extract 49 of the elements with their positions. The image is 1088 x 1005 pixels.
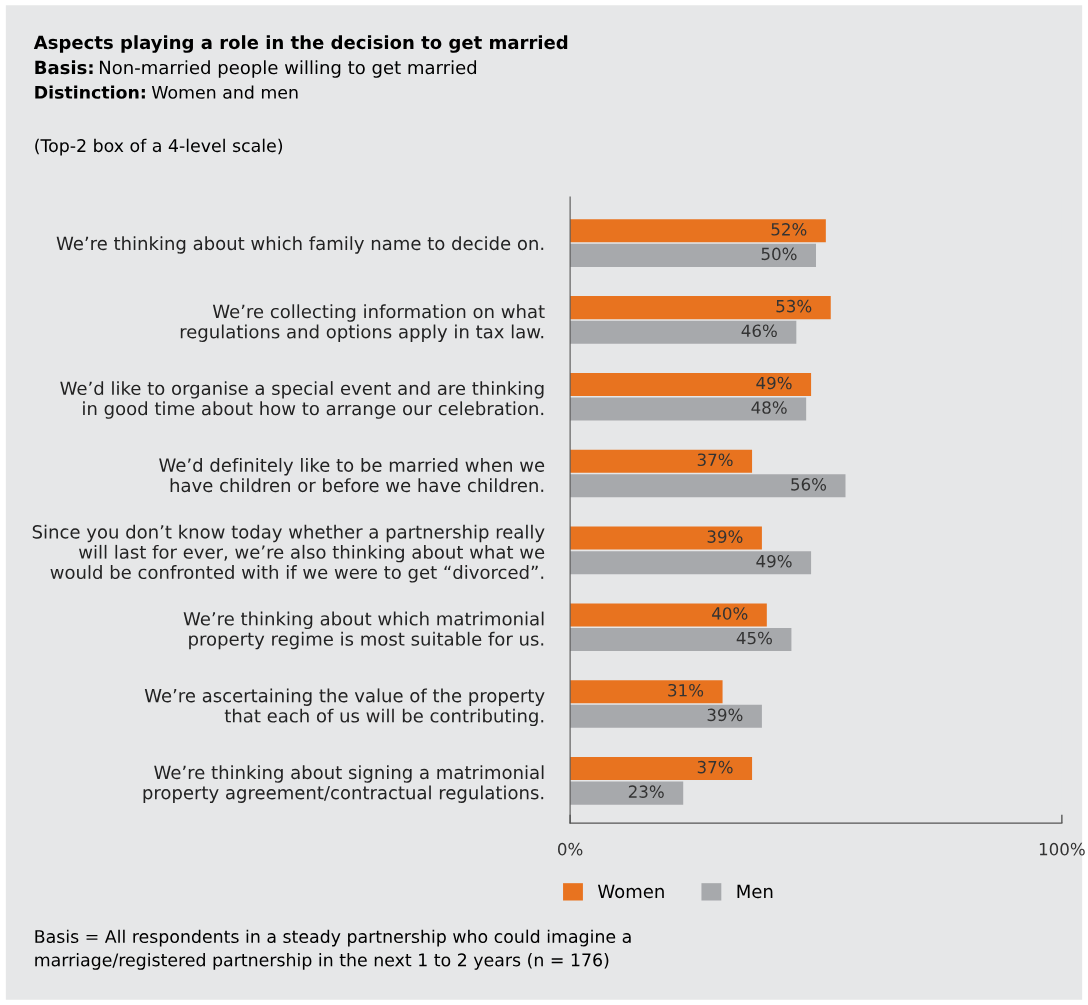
y-tick-label: We’re ascertaining the value of the property that each of us will be contributing. [144, 688, 545, 727]
bar [570, 704, 762, 728]
bar [570, 296, 831, 320]
bar [570, 243, 816, 267]
data-label: 53% [776, 299, 812, 313]
bar [570, 397, 807, 421]
bar [570, 680, 723, 704]
data-label: 49% [756, 376, 792, 390]
bar [570, 757, 753, 781]
bar [570, 320, 797, 344]
data-label: 40% [712, 607, 748, 620]
bar [570, 627, 792, 652]
data-label: 46% [741, 324, 777, 338]
text: Aspects playing a role in the decision to get married [33, 35, 568, 53]
x-tick-label: 100% [1039, 842, 1085, 856]
bar [570, 449, 753, 473]
y-tick-label: We’re collecting information on what regulations and options apply in tax law. [180, 304, 545, 342]
data-label: 49% [756, 554, 792, 568]
data-label: 50% [761, 247, 797, 261]
y-tick-label: Since you don’t know today whether a partnership really will last for ever, we’re also thinking about what we would be confronted with if we were to get “divorced”. [32, 524, 545, 583]
data-label: 48% [751, 401, 787, 414]
text: Basis: Non-married people willing to get married [35, 60, 477, 78]
y-tick-label: We’re thinking about which matrimonial property regime is most suitable for us. [183, 611, 544, 650]
text: Distinction: Women and men [35, 85, 298, 99]
text: (Top-2 box of a 4-level scale) [35, 138, 283, 156]
data-label: 56% [791, 478, 827, 491]
text: Basis = All respondents in a steady partnership who could imagine a marriage/registered partnership in the next 1 to 2 years (n = 176) [35, 929, 631, 970]
y-tick-label: We’d like to organise a special event and are thinking in good time about how to arrange our celebration. [60, 381, 544, 419]
bar [570, 219, 826, 243]
data-label: 23% [628, 785, 664, 798]
bar [570, 474, 846, 498]
legend-label: Men [737, 884, 773, 899]
y-tick-label: We’d definitely like to be married when we have children or before we have children. [159, 457, 545, 493]
bar [570, 603, 767, 627]
data-label: 31% [668, 683, 704, 697]
data-label: 37% [697, 760, 733, 774]
bar [570, 372, 812, 396]
bar [570, 781, 684, 805]
data-label: 39% [707, 708, 743, 722]
bar [570, 551, 812, 575]
y-tick-label: We’re thinking about which family name to decide on. [56, 236, 544, 254]
legend-label: Women [597, 884, 664, 899]
bar [570, 526, 762, 550]
data-label: 37% [697, 453, 733, 467]
y-tick-label: We’re thinking about signing a matrimonial property agreement/contractual regulations. [143, 765, 544, 803]
x-tick-label: 0% [557, 842, 583, 856]
data-label: 52% [771, 223, 807, 236]
data-label: 45% [736, 631, 772, 645]
data-label: 39% [707, 530, 743, 543]
